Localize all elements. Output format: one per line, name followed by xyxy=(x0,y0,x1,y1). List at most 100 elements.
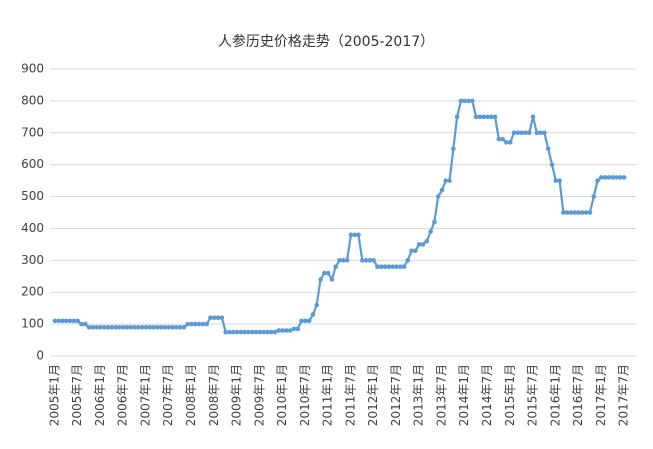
data-point xyxy=(147,325,153,330)
x-tick-label: 2006年7月 xyxy=(116,364,130,426)
data-point xyxy=(511,130,517,136)
data-point xyxy=(196,321,202,327)
data-point xyxy=(583,210,589,215)
data-point xyxy=(504,140,509,145)
y-tick-label: 200 xyxy=(21,285,44,299)
data-point xyxy=(98,325,103,330)
data-point xyxy=(284,328,289,333)
data-point xyxy=(158,325,164,330)
x-tick-label: 2008年7月 xyxy=(207,364,221,426)
data-point xyxy=(428,229,433,234)
data-point xyxy=(557,178,562,183)
data-point xyxy=(325,270,331,276)
data-point xyxy=(272,329,278,335)
data-point xyxy=(105,325,111,330)
data-point xyxy=(587,210,593,215)
data-point xyxy=(500,136,505,142)
data-point xyxy=(219,315,225,321)
data-point xyxy=(56,318,61,324)
data-point xyxy=(82,321,88,327)
x-tick-label: 2012年1月 xyxy=(366,364,380,426)
data-point xyxy=(561,210,566,215)
data-point xyxy=(333,264,339,270)
data-point xyxy=(329,277,335,282)
x-tick-label: 2016年1月 xyxy=(548,364,562,426)
data-point xyxy=(401,264,407,270)
data-point xyxy=(523,130,528,136)
data-point xyxy=(530,114,536,120)
data-point xyxy=(595,178,600,183)
data-point xyxy=(340,258,346,263)
y-tick-label: 600 xyxy=(21,157,44,171)
data-point xyxy=(136,325,141,330)
data-point xyxy=(439,187,445,193)
x-tick-label: 2015年1月 xyxy=(503,364,517,426)
y-tick-label: 800 xyxy=(21,93,44,107)
data-point xyxy=(249,329,255,335)
data-point xyxy=(86,325,92,330)
y-tick-label: 300 xyxy=(21,253,44,267)
data-point xyxy=(394,264,399,270)
data-point xyxy=(174,325,179,330)
data-point xyxy=(348,232,354,238)
chart-title: 人参历史价格走势（2005-2017） xyxy=(218,33,434,50)
data-point xyxy=(390,264,395,270)
data-point xyxy=(238,329,244,335)
data-point xyxy=(128,325,134,330)
data-point xyxy=(424,238,430,244)
data-point xyxy=(181,325,187,330)
data-point xyxy=(60,318,65,324)
x-tick-label: 2012年7月 xyxy=(389,364,403,426)
data-point xyxy=(477,114,483,120)
data-point xyxy=(318,277,323,282)
data-point xyxy=(246,329,251,335)
x-tick-label: 2007年7月 xyxy=(161,364,175,426)
data-point xyxy=(447,178,452,183)
x-tick-label: 2010年1月 xyxy=(275,364,289,426)
x-tick-label: 2005年7月 xyxy=(70,364,84,426)
data-point xyxy=(268,329,274,335)
x-tick-label: 2009年1月 xyxy=(230,364,244,426)
data-point xyxy=(356,232,361,238)
x-tick-label: 2015年7月 xyxy=(526,364,540,426)
data-point xyxy=(63,318,69,324)
data-point xyxy=(67,318,73,324)
data-point xyxy=(485,114,490,120)
data-point xyxy=(185,321,191,327)
data-point xyxy=(71,318,77,324)
data-point xyxy=(519,130,524,136)
data-point xyxy=(375,264,380,270)
y-tick-label: 700 xyxy=(21,125,44,139)
data-point xyxy=(606,175,612,180)
data-point xyxy=(568,210,574,215)
data-point xyxy=(382,264,388,270)
data-point xyxy=(538,130,543,136)
data-point xyxy=(52,318,58,324)
x-tick-label: 2008年1月 xyxy=(184,364,198,426)
data-point xyxy=(139,325,145,330)
data-point xyxy=(386,264,392,270)
data-point xyxy=(432,219,437,225)
data-point xyxy=(177,325,183,330)
data-point xyxy=(564,210,570,215)
data-point xyxy=(208,315,213,321)
data-point xyxy=(599,175,604,180)
data-point xyxy=(344,258,350,263)
x-tick-label: 2006年1月 xyxy=(93,364,107,426)
data-point xyxy=(337,258,342,263)
data-point xyxy=(534,130,540,136)
data-point xyxy=(204,321,209,327)
data-point xyxy=(507,140,513,145)
data-point xyxy=(101,325,107,330)
y-tick-label: 900 xyxy=(21,62,44,76)
data-point xyxy=(371,258,376,263)
data-point xyxy=(155,325,160,330)
x-tick-label: 2014年1月 xyxy=(457,364,471,426)
data-point xyxy=(200,321,206,327)
data-point xyxy=(492,114,498,120)
data-point xyxy=(94,325,99,330)
data-point xyxy=(310,312,316,317)
data-point xyxy=(466,98,471,104)
data-point xyxy=(162,325,168,330)
